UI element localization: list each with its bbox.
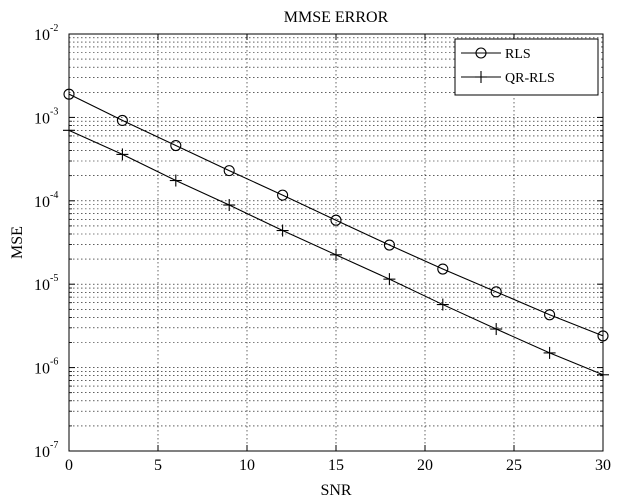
data-point-circle <box>490 286 502 298</box>
data-point-plus <box>223 199 236 212</box>
data-point-circle <box>544 309 556 321</box>
data-point-plus <box>169 174 182 187</box>
legend-label: RLS <box>505 47 531 62</box>
data-point-circle <box>597 330 609 342</box>
legend-label: QR-RLS <box>505 71 555 86</box>
data-point-plus <box>383 273 396 286</box>
legend-item: RLS <box>461 47 531 62</box>
data-point-circle <box>330 214 342 226</box>
x-tick-label: 15 <box>328 457 344 474</box>
grid <box>69 34 603 451</box>
data-point-circle <box>437 263 449 275</box>
data-point-plus <box>330 248 342 261</box>
data-point-plus <box>63 124 75 137</box>
data-point-circle <box>277 189 289 201</box>
data-point-plus <box>116 148 129 161</box>
data-point-circle <box>170 139 182 152</box>
x-tick-label: 30 <box>595 457 611 474</box>
data-point-circle <box>223 165 235 177</box>
x-tick-label: 20 <box>417 457 433 474</box>
x-tick-label: 10 <box>239 457 255 474</box>
data-point-circle <box>116 114 128 126</box>
chart-title: MMSE ERROR <box>284 9 389 26</box>
data-point-plus <box>490 323 503 336</box>
data-point-plus <box>597 368 609 381</box>
data-point-circle <box>475 47 487 59</box>
data-point-plus <box>276 224 289 237</box>
x-axis-label: SNR <box>320 482 351 499</box>
legend: RLS QR-RLS <box>454 38 599 96</box>
x-tick-label: 25 <box>506 457 522 474</box>
series-rls <box>63 88 609 342</box>
series-group <box>63 88 609 381</box>
data-point-circle <box>383 239 395 251</box>
legend-item: QR-RLS <box>461 71 555 86</box>
series-line <box>68 93 604 337</box>
data-point-plus <box>475 71 487 83</box>
data-point-plus <box>436 298 449 311</box>
x-tick-label: 5 <box>154 457 162 474</box>
series-qr-rls <box>63 124 609 381</box>
y-axis-label: MSE <box>9 226 26 259</box>
data-point-circle <box>63 88 75 100</box>
data-point-plus <box>543 346 556 359</box>
x-tick-label: 0 <box>65 457 73 474</box>
